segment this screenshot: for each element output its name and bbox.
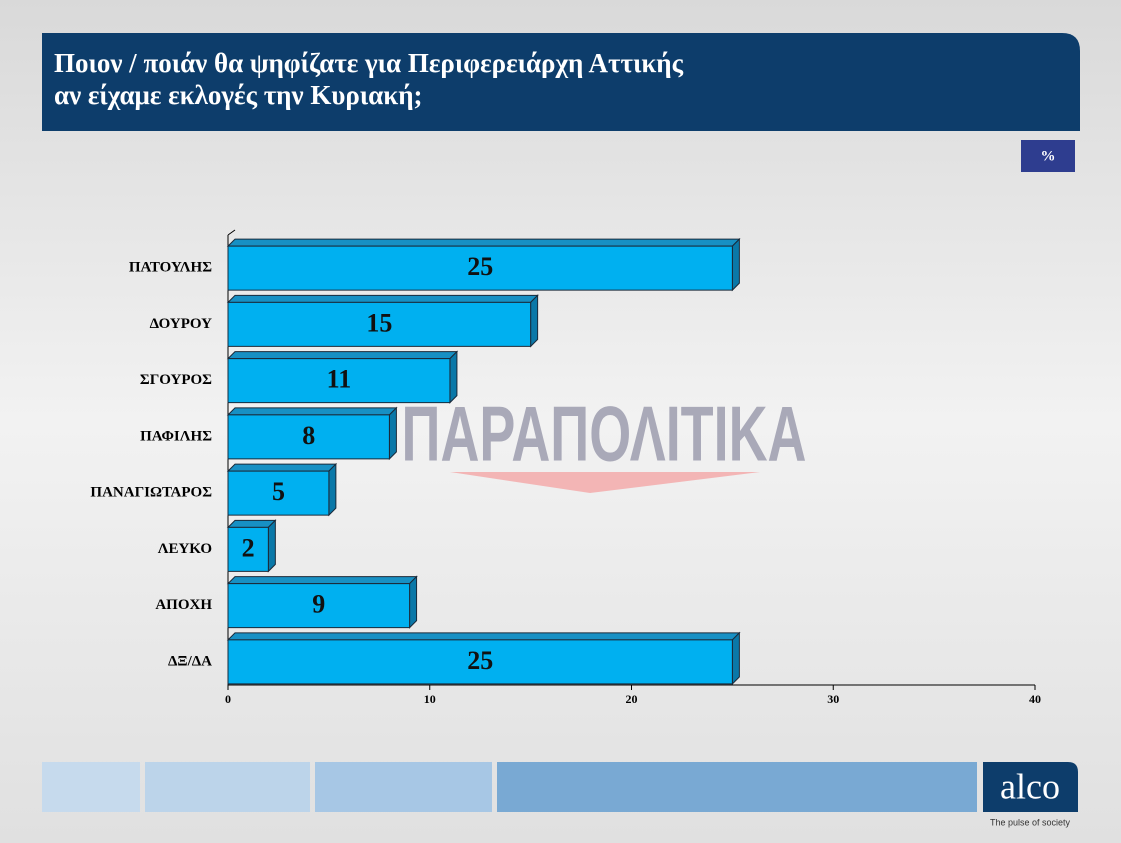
bar-top [226,294,539,303]
y-tick-label: ΠΑΦΙΛΗΣ [140,428,212,444]
x-tick-label: 20 [626,692,638,706]
bar [227,245,733,291]
value-label: 11 [327,365,352,394]
title-line: Ποιον / ποιάν θα ψηφίζατε για Περιφερειά… [54,48,684,78]
x-tick-label: 10 [424,692,436,706]
bar [227,639,733,685]
y-axis-cap [227,229,236,236]
bar-top [226,576,418,585]
y-tick-label: ΣΓΟΥΡΟΣ [140,372,212,388]
watermark-arrow [450,472,760,493]
bar-side [731,631,740,686]
logo-tagline: The pulse of society [990,817,1071,827]
bar [227,301,532,347]
unit-label: % [1041,148,1056,164]
value-label: 25 [467,252,493,281]
value-label: 8 [302,421,315,450]
bar-side [388,406,397,461]
bar-top [226,238,741,247]
logo-box [983,762,1078,812]
logo: alco [1000,766,1060,806]
bar-top [226,351,459,360]
x-tick-label: 0 [225,692,231,706]
bar-side [731,237,740,292]
title-line: αν είχαμε εκλογές την Κυριακή; [54,80,423,110]
bar [227,526,269,572]
y-tick-label: ΑΠΟΧΗ [155,597,212,613]
footer-strip [315,762,492,812]
bar-side [409,575,418,629]
bar [227,358,451,404]
watermark: ΠΑΡΑΠΟΛΙΤΙΚΑ [402,390,807,478]
value-label: 2 [242,533,255,562]
bar-side [328,462,337,517]
footer-strip [497,762,977,812]
bar-side [267,519,276,573]
bar [227,470,330,516]
footer-strip [145,762,310,812]
bar-side [449,350,458,404]
bar-top [226,407,398,416]
y-tick-label: ΠΑΝΑΓΙΩΤΑΡΟΣ [90,485,212,501]
value-label: 9 [312,590,325,619]
y-tick-label: ΔΟΥΡΟΥ [150,316,213,332]
bar-top [226,519,277,528]
y-tick-label: ΔΞ/ΔΑ [168,653,212,669]
value-label: 25 [467,646,493,675]
footer-strip [42,762,140,812]
unit-badge [1021,140,1075,172]
bar-side [530,294,539,348]
watermark-group: ΠΑΡΑΠΟΛΙΤΙΚΑ [402,390,807,493]
bar-top [226,632,741,641]
value-label: 15 [366,308,392,337]
y-tick-label: ΛΕΥΚΟ [158,541,212,557]
x-tick-label: 30 [827,692,839,706]
y-tick-label: ΠΑΤΟΥΛΗΣ [129,260,212,276]
value-label: 5 [272,477,285,506]
bar [227,583,411,629]
plot: 0 10 20 30 40 ΠΑΤΟΥΛΗΣ 25 ΔΟΥΡΟΥ 15 ΣΓΟΥΡΟΣ 11 ΠΑΦΙ… [90,229,1041,706]
bar-top [226,463,338,472]
bar [227,414,390,460]
title-bar [42,33,1080,131]
x-tick-label: 40 [1029,692,1041,706]
